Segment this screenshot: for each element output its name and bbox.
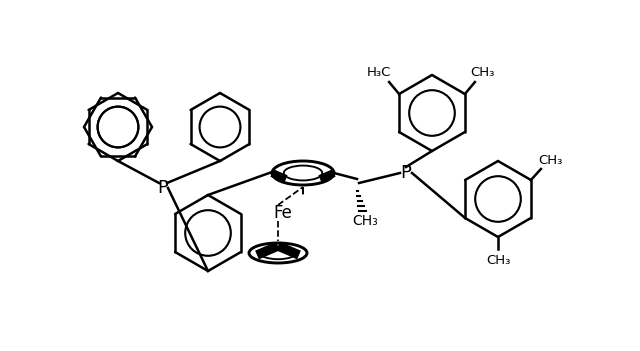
Text: H₃C: H₃C xyxy=(367,66,391,79)
Text: CH₃: CH₃ xyxy=(539,153,563,166)
Text: Fe: Fe xyxy=(273,204,292,222)
Text: P: P xyxy=(401,164,412,182)
Text: CH₃: CH₃ xyxy=(352,214,378,228)
Text: CH₃: CH₃ xyxy=(471,66,495,79)
Text: CH₃: CH₃ xyxy=(486,254,510,267)
Text: P: P xyxy=(157,179,168,197)
